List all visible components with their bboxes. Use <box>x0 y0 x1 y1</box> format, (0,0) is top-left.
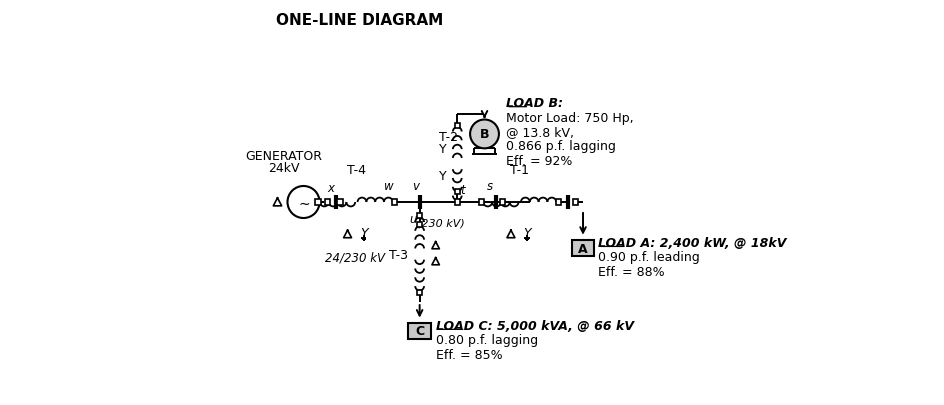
Text: Y: Y <box>439 170 447 183</box>
Circle shape <box>469 120 498 149</box>
Bar <box>454 123 460 128</box>
Bar <box>555 200 560 205</box>
Text: 0.90 p.f. leading: 0.90 p.f. leading <box>598 251 700 264</box>
Bar <box>499 200 504 205</box>
Text: @ 13.8 kV,: @ 13.8 kV, <box>506 126 574 139</box>
Bar <box>408 323 430 339</box>
Text: t: t <box>460 184 464 197</box>
Text: 24/230 kV: 24/230 kV <box>325 251 385 264</box>
Bar <box>454 200 460 205</box>
Bar <box>324 200 329 205</box>
Text: w: w <box>383 180 393 193</box>
Bar <box>337 200 342 205</box>
Text: LOAD B:: LOAD B: <box>506 97 563 110</box>
Bar <box>573 200 578 205</box>
Text: (230 kV): (230 kV) <box>416 218 464 228</box>
Text: 24kV: 24kV <box>267 162 299 175</box>
Text: u: u <box>409 212 416 225</box>
Text: v: v <box>412 180 419 193</box>
Text: x: x <box>327 181 334 195</box>
Text: s: s <box>486 180 493 193</box>
Bar <box>571 241 594 256</box>
Text: Eff. = 92%: Eff. = 92% <box>506 154 572 167</box>
Bar <box>479 200 483 205</box>
Text: B: B <box>480 128 489 141</box>
Text: Eff. = 85%: Eff. = 85% <box>435 348 502 361</box>
Text: A: A <box>578 242 587 255</box>
Text: T-4: T-4 <box>346 163 365 176</box>
Text: C: C <box>414 325 424 338</box>
Text: Eff. = 88%: Eff. = 88% <box>598 265 665 278</box>
Bar <box>392 200 397 205</box>
Text: GENERATOR: GENERATOR <box>244 150 322 163</box>
Text: $\sim$: $\sim$ <box>295 196 311 209</box>
Bar <box>416 223 422 228</box>
Text: Y: Y <box>523 226 531 239</box>
Bar <box>416 213 422 219</box>
Text: Y: Y <box>439 143 447 156</box>
Text: LOAD C: 5,000 kVA, @ 66 kV: LOAD C: 5,000 kVA, @ 66 kV <box>435 319 633 332</box>
Text: Y: Y <box>360 226 367 239</box>
Bar <box>315 200 320 205</box>
Text: Motor Load: 750 Hp,: Motor Load: 750 Hp, <box>506 111 633 124</box>
Text: T-1: T-1 <box>510 163 529 176</box>
Text: T-2: T-2 <box>439 130 458 143</box>
Text: 0.866 p.f. lagging: 0.866 p.f. lagging <box>506 140 615 153</box>
Text: LOAD A: 2,400 kW, @ 18kV: LOAD A: 2,400 kW, @ 18kV <box>598 237 785 249</box>
Bar <box>416 290 422 295</box>
Bar <box>454 189 460 194</box>
Text: 0.80 p.f. lagging: 0.80 p.f. lagging <box>435 333 537 346</box>
Text: ONE-LINE DIAGRAM: ONE-LINE DIAGRAM <box>276 13 443 28</box>
Text: T-3: T-3 <box>389 248 408 261</box>
